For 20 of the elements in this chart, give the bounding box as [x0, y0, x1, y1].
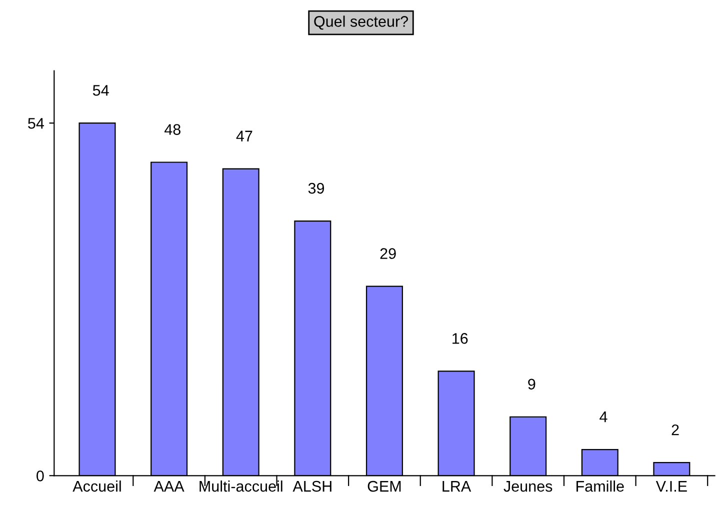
x-tick-label: Accueil	[72, 480, 121, 492]
data-label: 39	[308, 182, 324, 194]
data-label: 48	[164, 124, 180, 135]
x-tick-label: ALSH	[292, 480, 332, 492]
data-label: 4	[600, 412, 608, 422]
data-label: 47	[236, 130, 252, 142]
x-tick-label: Multi-accueil	[200, 480, 282, 492]
data-label: 54	[92, 85, 109, 96]
x-tick-label: V.I.E	[656, 481, 687, 492]
x-tick-label: Jeunes	[504, 481, 552, 492]
data-label: 2	[672, 424, 679, 436]
data-label: 16	[452, 333, 468, 344]
chart-title: Quel secteur?	[314, 16, 408, 30]
data-label: 29	[380, 248, 396, 259]
y-tick-label: 0	[36, 470, 44, 482]
x-tick-label: LRA	[442, 481, 472, 492]
x-tick-label: AAA	[154, 481, 184, 492]
x-tick-label: Famille	[576, 480, 624, 492]
x-tick-label: GEM	[368, 480, 401, 492]
data-label: 9	[528, 378, 536, 390]
